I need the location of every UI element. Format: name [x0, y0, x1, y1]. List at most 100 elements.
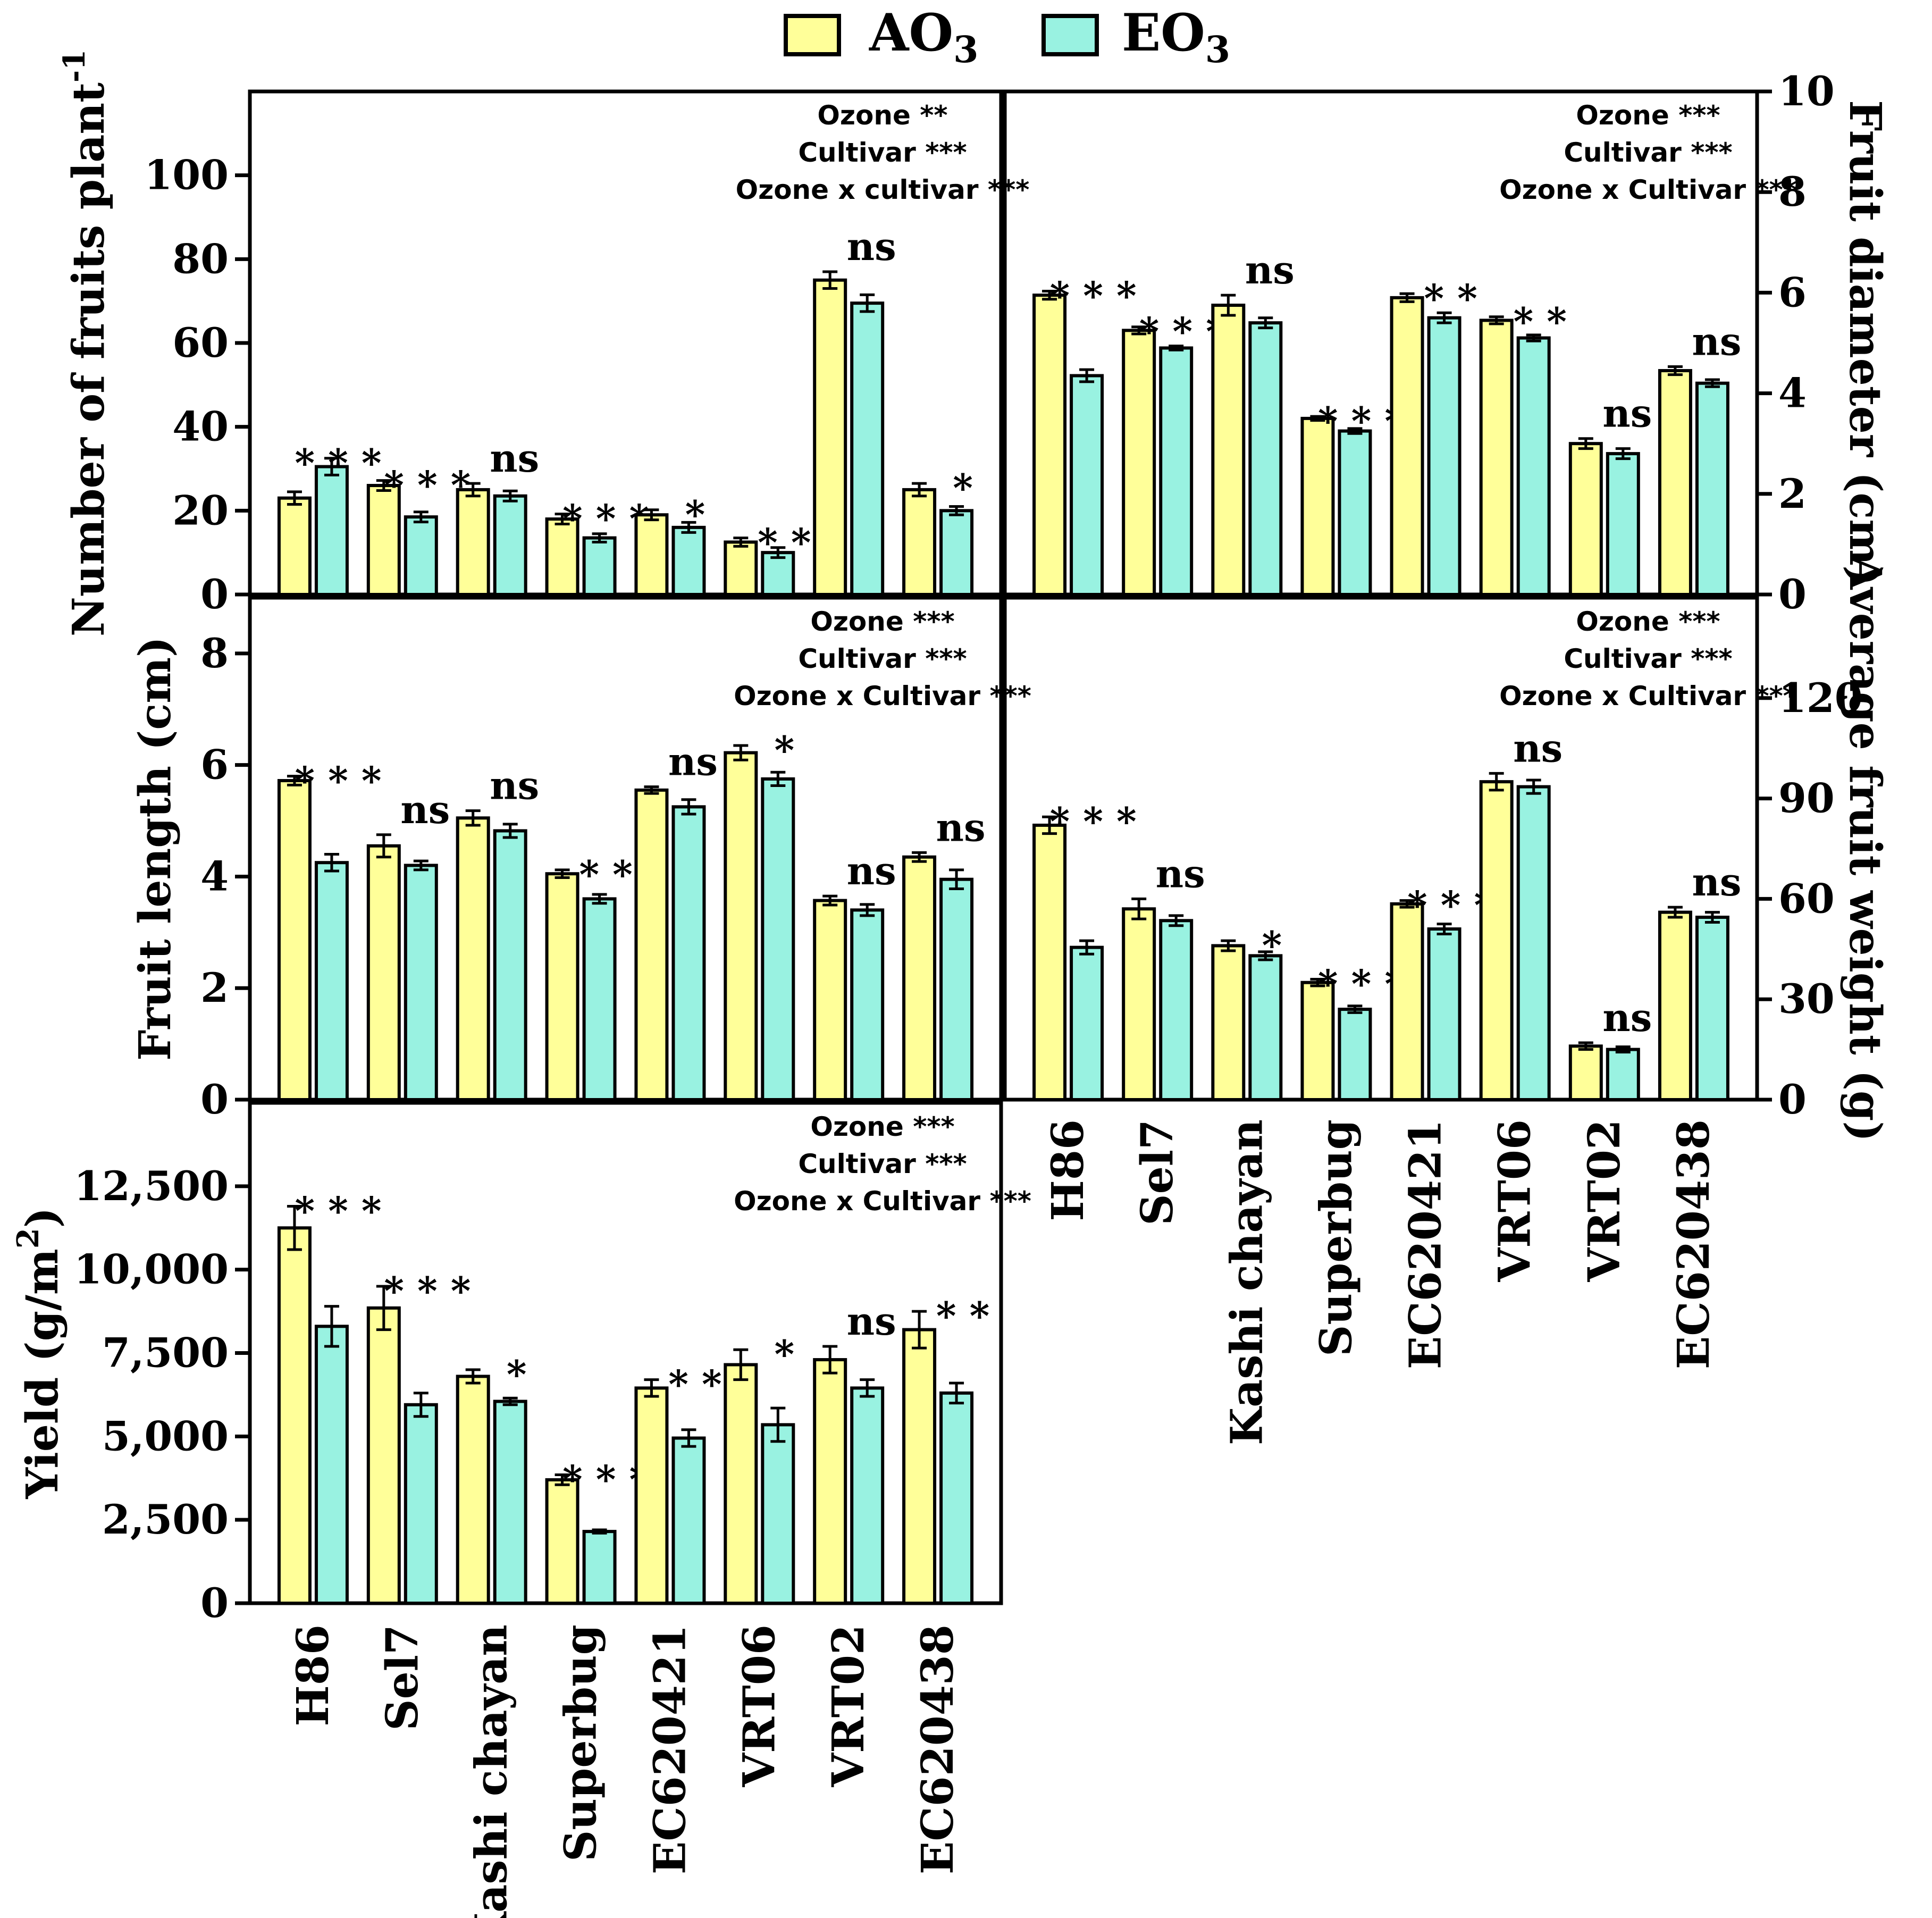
- legend-swatch-eo3: [1041, 14, 1099, 56]
- bar-eo3-5: [761, 777, 795, 1101]
- y-tick-label: 90: [1778, 775, 1835, 822]
- x-axis-labels-bottom: H86 Sel7 Kashi chayan Superbug EC620421 VRT06…: [288, 1624, 963, 1918]
- significance-label: * *: [1424, 275, 1477, 321]
- bar-ao3-6: [1568, 1044, 1603, 1101]
- stat-line: Ozone ***: [810, 1111, 954, 1142]
- bar-ao3-0: [1032, 294, 1067, 596]
- category-label: Superbug: [1311, 1119, 1362, 1356]
- y-tick-label: 10: [1778, 68, 1835, 115]
- bar-ao3-1: [366, 844, 401, 1102]
- significance-label: ns: [490, 435, 539, 481]
- significance-label: * *: [758, 520, 811, 565]
- significance-label: ns: [1245, 247, 1295, 292]
- panel-number-of-fruits: 0 20 40 60 80 100 Number of fruits plant-1 Ozon…: [57, 49, 1029, 636]
- legend-swatch-ao3: [784, 14, 841, 56]
- significance-label: * * *: [295, 440, 381, 485]
- y-axis-label: Number of fruits plant-1: [57, 49, 114, 636]
- bar-ao3-0: [277, 496, 312, 597]
- y-tick-label: 6: [1778, 269, 1807, 316]
- bar-eo3-5: [761, 1423, 795, 1605]
- bar-eo3-7: [939, 1391, 974, 1605]
- bar-ao3-0: [1032, 823, 1067, 1101]
- stat-line: Cultivar ***: [798, 1149, 967, 1179]
- y-tick-label: 80: [172, 235, 229, 282]
- stat-line: Ozone x Cultivar ***: [1499, 174, 1797, 205]
- bar-ao3-4: [634, 788, 669, 1102]
- bar-ao3-2: [456, 816, 490, 1102]
- bar-eo3-1: [1159, 346, 1194, 597]
- bar-eo3-1: [1159, 919, 1194, 1101]
- y-axis-label: Fruit length (cm): [130, 636, 181, 1061]
- panel-frame: [248, 596, 1003, 1102]
- significance-label: * * *: [1050, 273, 1137, 319]
- bar-eo3-5: [1516, 785, 1551, 1102]
- significance-label: *: [685, 492, 705, 537]
- category-label: Kashi chayan: [466, 1624, 517, 1918]
- bar-ao3-5: [1479, 780, 1514, 1101]
- bar-ao3-7: [1658, 910, 1692, 1102]
- stat-line: Ozone ***: [1576, 606, 1720, 637]
- bar-ao3-2: [456, 1375, 490, 1605]
- category-label: Sel7: [1132, 1119, 1183, 1226]
- significance-label: ns: [847, 1299, 896, 1344]
- bar-ao3-7: [902, 1328, 937, 1605]
- bar-ao3-5: [724, 1363, 758, 1605]
- y-tick-label: 0: [200, 1579, 229, 1627]
- bar-ao3-5: [724, 751, 758, 1101]
- y-tick-label: 0: [200, 571, 229, 618]
- panel-frame: [1003, 596, 1759, 1102]
- stat-line: Cultivar ***: [1564, 137, 1732, 168]
- bar-eo3-5: [1516, 336, 1551, 596]
- bar-eo3-3: [582, 897, 617, 1102]
- bar-ao3-0: [277, 1226, 312, 1605]
- bar-eo3-2: [1248, 321, 1283, 596]
- significance-label: ns: [400, 787, 450, 832]
- significance-label: *: [774, 727, 794, 773]
- bar-ao3-7: [902, 488, 937, 597]
- category-label: EC620438: [1668, 1119, 1719, 1369]
- bar-ao3-4: [634, 513, 669, 597]
- bar-ao3-2: [1211, 304, 1246, 596]
- y-tick-label: 6: [200, 741, 229, 789]
- significance-label: ns: [936, 805, 986, 850]
- stat-line: Cultivar ***: [798, 643, 967, 674]
- significance-label: * *: [668, 1362, 721, 1407]
- bar-eo3-1: [404, 864, 438, 1101]
- significance-label: *: [774, 1331, 794, 1377]
- bar-ao3-2: [1211, 944, 1246, 1102]
- y-tick-label: 0: [200, 1076, 229, 1123]
- bar-eo3-6: [850, 1386, 885, 1605]
- y-tick-label: 4: [200, 852, 229, 900]
- category-label: Sel7: [377, 1624, 428, 1731]
- y-tick-label: 12,500: [74, 1162, 229, 1210]
- bar-eo3-0: [314, 861, 349, 1101]
- bar-ao3-5: [724, 540, 758, 596]
- bar-ao3-7: [902, 855, 937, 1101]
- bar-ao3-6: [813, 899, 847, 1101]
- stat-line: Cultivar ***: [1564, 643, 1732, 674]
- significance-label: * * *: [1050, 799, 1137, 844]
- category-label: VRT06: [734, 1624, 785, 1787]
- bar-eo3-3: [582, 536, 617, 597]
- bar-eo3-4: [671, 525, 706, 596]
- legend-label-ao3: AO3: [869, 3, 978, 71]
- bar-eo3-7: [1695, 381, 1729, 596]
- category-label: EC620421: [1400, 1119, 1451, 1369]
- significance-label: * * *: [384, 1268, 471, 1313]
- y-tick-label: 0: [1778, 571, 1807, 618]
- bar-eo3-0: [314, 1325, 349, 1605]
- bar-eo3-4: [671, 1436, 706, 1605]
- y-tick-label: 10,000: [74, 1246, 229, 1293]
- bar-ao3-3: [1300, 416, 1335, 597]
- significance-label: *: [507, 1352, 527, 1397]
- legend-label-eo3: EO3: [1122, 3, 1230, 71]
- significance-label: * * *: [295, 758, 381, 803]
- y-tick-label: 120: [1778, 674, 1863, 722]
- category-label: EC620421: [644, 1624, 695, 1874]
- y-tick-label: 8: [1778, 168, 1807, 215]
- bar-ao3-3: [1300, 981, 1335, 1101]
- bar-eo3-6: [1606, 1048, 1640, 1101]
- y-tick-label: 100: [144, 152, 229, 199]
- bar-eo3-4: [1427, 927, 1461, 1102]
